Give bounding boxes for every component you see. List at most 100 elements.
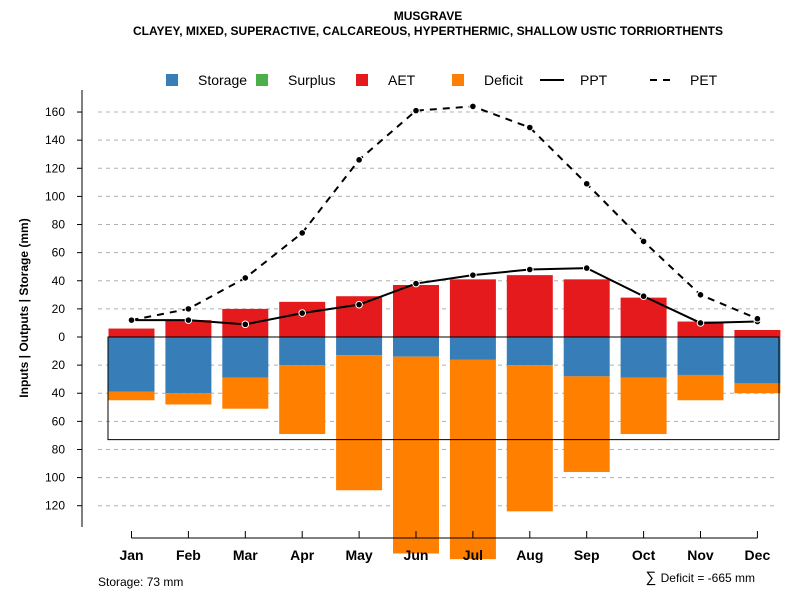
y-tick-label: 60: [52, 414, 66, 428]
sum-symbol: ∑: [646, 569, 657, 586]
footer-storage: Storage: 73 mm: [98, 575, 183, 589]
y-tick-label: 40: [52, 386, 66, 400]
legend-item-surplus: Surplus: [256, 72, 335, 88]
x-axis: Jan Feb Mar Apr May Jun Jul Aug Sep Oct Nov Dec: [119, 531, 770, 563]
bar-storage-apr: [279, 337, 326, 366]
y-tick-label: 60: [52, 246, 66, 260]
bar-storage-dec: [734, 337, 781, 384]
pet-point-apr: [298, 229, 307, 237]
bar-aet-aug: [506, 275, 553, 337]
x-tick-label-sep: Sep: [574, 547, 600, 563]
legend-label-storage: Storage: [198, 72, 247, 88]
y-tick-label: 20: [52, 358, 66, 372]
ppt-point-feb: [184, 316, 193, 324]
y-tick-label: 20: [52, 302, 66, 316]
y-tick-label: 120: [45, 499, 65, 513]
bar-aet-dec: [734, 329, 781, 337]
bar-aet-jun: [393, 284, 439, 337]
ppt-point-sep: [582, 264, 591, 272]
bar-deficit-apr: [279, 365, 326, 435]
legend-label-deficit: Deficit: [484, 72, 523, 88]
deficit-swatch: [452, 74, 464, 86]
x-tick-label-oct: Oct: [632, 547, 656, 563]
y-tick-label: 100: [45, 189, 65, 203]
x-tick-label-jul: Jul: [463, 547, 483, 563]
bar-aet-apr: [279, 301, 326, 337]
bar-storage-aug: [506, 337, 553, 366]
x-tick-label-feb: Feb: [176, 547, 201, 563]
bar-deficit-oct: [620, 377, 667, 435]
footer-deficit: ∑ Deficit = -665 mm: [646, 569, 755, 586]
bar-aet-feb: [165, 320, 212, 337]
legend-label-ppt: PPT: [580, 72, 608, 88]
y-tick-label: 0: [58, 330, 65, 344]
legend-item-ppt: PPT: [540, 72, 608, 88]
bar-storage-sep: [563, 337, 610, 377]
footer-deficit-text: Deficit = -665 mm: [661, 571, 755, 585]
y-tick-label: 100: [45, 471, 65, 485]
pet-point-oct: [639, 237, 648, 246]
bar-deficit-jan: [108, 391, 155, 401]
y-tick-label: 80: [52, 442, 66, 456]
bar-deficit-may: [336, 355, 383, 491]
legend: Storage Surplus AET Deficit PPT PET: [166, 72, 718, 88]
chart-title: MUSGRAVE: [394, 9, 462, 23]
x-tick-label-may: May: [345, 547, 372, 563]
bar-storage-jul: [449, 337, 496, 360]
pet-line: [131, 105, 758, 322]
y-axis: 160 140 120 100 80 60 40 20 0 20 40 60 80 100 120: [45, 90, 83, 527]
bar-aet-jan: [108, 328, 155, 337]
bar-deficit-feb: [165, 393, 212, 405]
legend-label-surplus: Surplus: [288, 72, 335, 88]
bar-storage-feb: [165, 337, 212, 394]
pet-point-jun: [412, 106, 420, 115]
legend-label-aet: AET: [388, 72, 416, 88]
pet-point-sep: [582, 179, 591, 188]
y-tick-label: 160: [45, 105, 65, 119]
pet-point-aug: [526, 123, 534, 132]
ppt-point-oct: [639, 292, 648, 301]
pet-point-may: [355, 156, 363, 164]
x-tick-label-apr: Apr: [290, 547, 315, 563]
bar-aet-sep: [563, 279, 610, 337]
x-tick-label-aug: Aug: [516, 547, 543, 563]
ppt-point-apr: [298, 309, 307, 317]
legend-item-pet: PET: [650, 72, 718, 88]
y-tick-label: 140: [45, 133, 65, 147]
ppt-point-aug: [526, 265, 534, 274]
bar-aet-jul: [449, 279, 496, 337]
ppt-point-mar: [241, 320, 250, 329]
legend-item-storage: Storage: [166, 72, 247, 88]
aet-swatch: [356, 74, 368, 86]
ppt-point-may: [355, 300, 363, 309]
storage-swatch: [166, 74, 178, 86]
ppt-point-jul: [469, 271, 477, 279]
bar-deficit-sep: [563, 376, 610, 472]
series-lines: [127, 102, 762, 329]
bar-storage-mar: [222, 337, 269, 378]
y-tick-label: 120: [45, 161, 65, 175]
y-tick-label: 80: [52, 218, 66, 232]
ppt-point-nov: [696, 319, 705, 327]
chart-subtitle: CLAYEY, MIXED, SUPERACTIVE, CALCAREOUS, …: [133, 24, 723, 38]
surplus-swatch: [256, 74, 268, 86]
legend-label-pet: PET: [690, 72, 718, 88]
pet-point-jul: [469, 102, 477, 111]
pet-point-jan: [127, 316, 136, 324]
y-tick-label: 40: [52, 274, 66, 288]
pet-point-nov: [696, 291, 705, 299]
x-tick-label-dec: Dec: [745, 547, 771, 563]
ppt-point-jun: [412, 279, 420, 288]
bar-deficit-aug: [506, 365, 553, 512]
bar-deficit-dec: [734, 383, 781, 394]
bar-storage-oct: [620, 337, 667, 378]
x-tick-label-mar: Mar: [233, 547, 258, 563]
x-tick-label-jan: Jan: [119, 547, 143, 563]
bar-storage-jan: [108, 337, 155, 392]
bars: [108, 275, 781, 560]
ppt-line: [131, 267, 758, 326]
legend-item-deficit: Deficit: [452, 72, 523, 88]
pet-point-feb: [184, 305, 193, 313]
bar-deficit-jul: [449, 359, 496, 560]
